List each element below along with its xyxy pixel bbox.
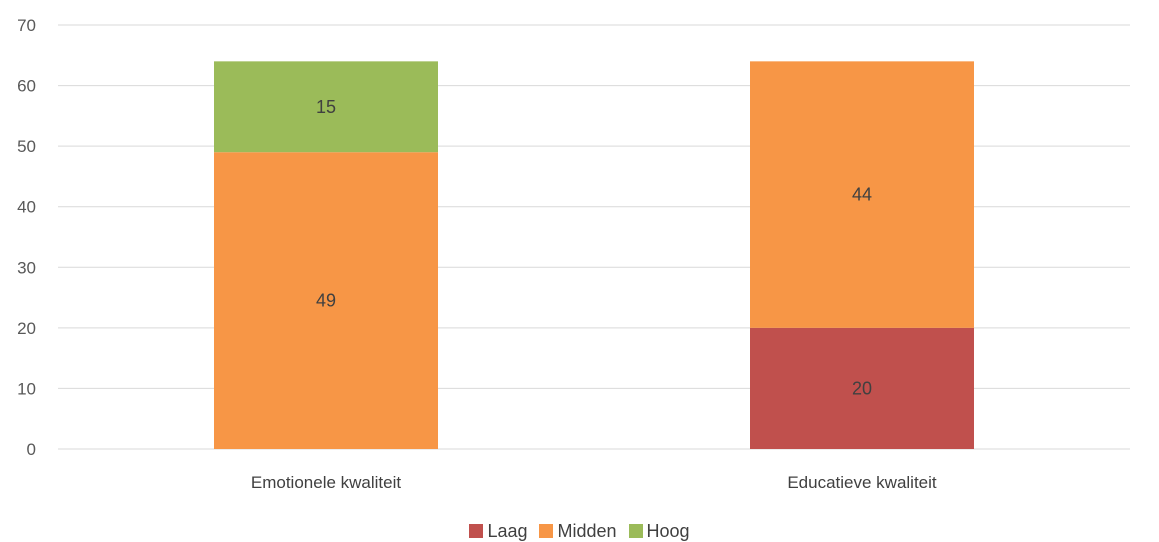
legend-swatch [539, 524, 554, 538]
bar-hoog-1 [214, 61, 438, 153]
x-axis: Emotionele kwaliteit Educatieve kwaliteit [251, 473, 937, 492]
y-tick-label: 50 [17, 137, 36, 156]
y-tick-label: 20 [17, 319, 36, 338]
y-tick-label: 30 [17, 258, 36, 277]
bars [214, 61, 974, 449]
bar-laag-2 [750, 327, 974, 449]
legend-swatch [628, 524, 643, 538]
legend-label: Laag [487, 520, 528, 541]
x-category-label: Emotionele kwaliteit [251, 473, 402, 492]
x-category-label: Educatieve kwaliteit [787, 473, 937, 492]
y-tick-label: 0 [27, 440, 36, 459]
y-tick-label: 10 [17, 379, 36, 398]
y-tick-label: 60 [17, 77, 36, 96]
data-label-midden-2: 44 [852, 185, 872, 205]
data-label-hoog-1: 15 [316, 97, 336, 117]
legend: Laag Midden Hoog [0, 520, 1159, 542]
y-tick-label: 70 [17, 16, 36, 35]
legend-label: Hoog [646, 520, 690, 541]
y-tick-label: 40 [17, 198, 36, 217]
legend-item-midden: Midden [539, 520, 617, 542]
data-label-midden-1: 49 [316, 291, 336, 311]
legend-item-hoog: Hoog [628, 520, 690, 542]
legend-item-laag: Laag [469, 521, 527, 542]
data-label-laag-2: 20 [852, 378, 872, 398]
data-labels: 49 15 20 44 [316, 97, 872, 399]
legend-label: Midden [557, 520, 617, 541]
legend-swatch [469, 524, 484, 538]
bar-midden-2 [750, 61, 974, 328]
y-axis: 0 10 20 30 40 50 60 70 [17, 16, 36, 459]
bar-midden-1 [214, 152, 438, 449]
